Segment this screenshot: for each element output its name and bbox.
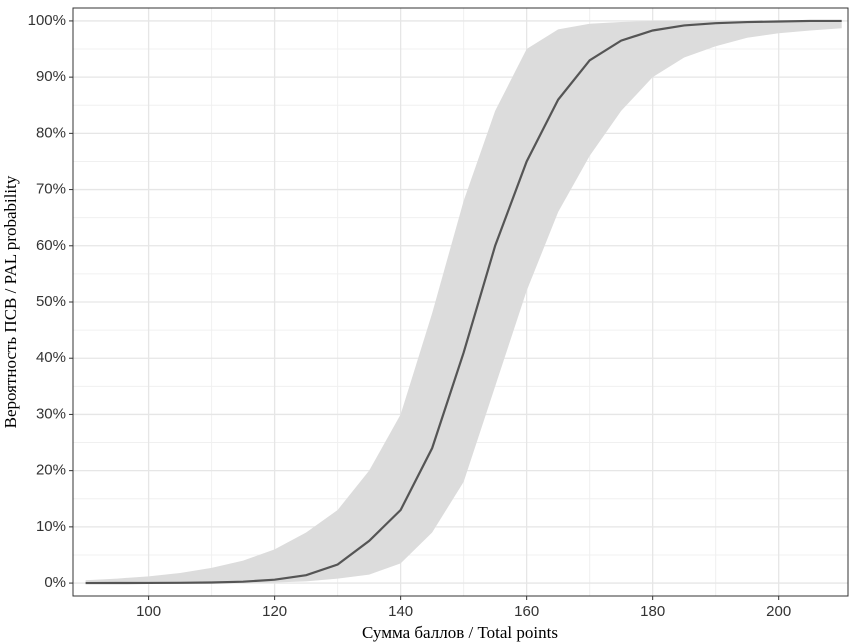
x-tick-label: 120	[262, 603, 287, 620]
y-tick-label: 0%	[44, 574, 66, 591]
confidence-band	[85, 20, 842, 584]
y-tick-label: 10%	[36, 518, 66, 535]
line	[85, 19, 842, 585]
x-tick-label: 140	[388, 603, 413, 620]
y-axis-label: Вероятность ПСВ / PAL probability	[1, 175, 20, 428]
y-tick-label: 30%	[36, 405, 66, 422]
x-tick-label: 160	[514, 603, 539, 620]
y-tick-label: 40%	[36, 349, 66, 366]
y-tick-label: 50%	[36, 293, 66, 310]
plot-border	[72, 7, 849, 597]
y-tick-label: 20%	[36, 462, 66, 479]
x-tick-label: 180	[640, 603, 665, 620]
x-axis-label: Сумма баллов / Total points	[362, 623, 558, 642]
y-tick-label: 60%	[36, 237, 66, 254]
y-tick-label: 80%	[36, 124, 66, 141]
x-tick-label: 100	[136, 603, 161, 620]
y-tick-label: 70%	[36, 181, 66, 198]
y-tick-label: 90%	[36, 68, 66, 85]
y-tick-label: 100%	[28, 12, 66, 29]
x-tick-label: 200	[766, 603, 791, 620]
